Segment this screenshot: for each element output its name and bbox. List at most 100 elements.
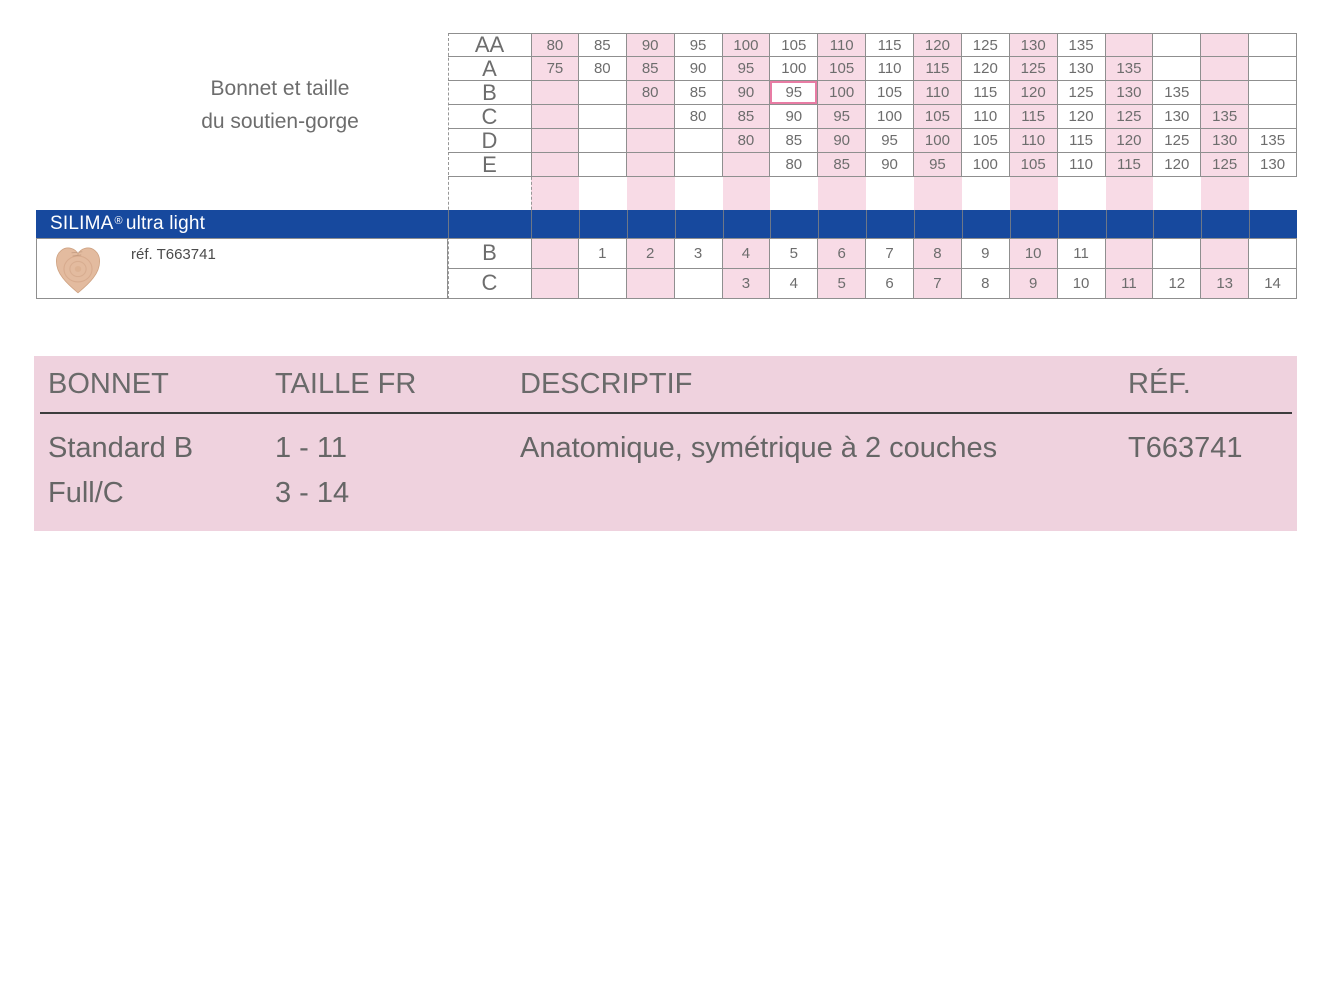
size-cell: 110	[866, 57, 914, 81]
size-row-label: A	[448, 56, 531, 81]
product-size-cell: 4	[722, 238, 771, 269]
product-size-cell	[578, 268, 627, 299]
size-cell: 100	[914, 129, 962, 153]
bluebar-divider	[1105, 210, 1154, 238]
size-cell	[1201, 33, 1250, 57]
size-cell: 105	[818, 57, 867, 81]
size-chart-caption: Bonnet et taille du soutien-gorge	[110, 72, 450, 138]
summary-cell: T663741	[1128, 432, 1243, 464]
size-cell: 85	[818, 153, 867, 177]
bluebar-divider	[866, 210, 914, 238]
dashed-guide-left	[448, 33, 449, 299]
summary-rows-wrap: Standard B 1 - 11 Anatomique, symétrique à…	[34, 426, 1297, 516]
summary-cell: Standard B	[48, 432, 194, 464]
size-cell: 115	[914, 57, 962, 81]
size-cell	[1201, 81, 1250, 105]
stripe-cell	[866, 177, 914, 210]
gap-stripes	[531, 177, 1297, 210]
size-row-label: AA	[448, 32, 531, 57]
size-cell: 95	[770, 81, 819, 105]
product-size-cell	[531, 268, 579, 299]
size-cell: 130	[1201, 129, 1250, 153]
summary-header: RÉF.	[1128, 367, 1191, 400]
product-size-cell: 10	[1057, 268, 1106, 299]
product-size-cell: 7	[914, 268, 962, 299]
size-cell: 80	[531, 33, 579, 57]
product-title-rest: ultra light	[125, 213, 206, 234]
size-cell: 75	[531, 57, 579, 81]
stripe-cell	[1058, 177, 1106, 210]
size-cell: 90	[626, 33, 675, 57]
size-cell: 85	[674, 81, 723, 105]
size-cell: 115	[961, 81, 1010, 105]
size-cell: 95	[722, 57, 771, 81]
size-cell: 105	[1009, 153, 1058, 177]
product-size-cell: 11	[1057, 238, 1106, 269]
bluebar-divider	[1057, 210, 1106, 238]
size-cell	[722, 153, 771, 177]
bluebar-divider	[1153, 210, 1201, 238]
product-size-cell	[674, 268, 723, 299]
product-size-cell: 2	[626, 238, 675, 269]
size-cell: 110	[1057, 153, 1106, 177]
product-size-cell	[1249, 238, 1297, 269]
product-size-cell: 14	[1249, 268, 1297, 299]
size-cell: 130	[1153, 105, 1202, 129]
stripe-cell	[1153, 177, 1201, 210]
size-cell: 120	[961, 57, 1010, 81]
bluebar-divider	[1249, 210, 1297, 238]
stripe-cell	[914, 177, 962, 210]
size-cell: 130	[1105, 81, 1154, 105]
size-cell	[1249, 57, 1297, 81]
stripe-cell	[626, 177, 675, 210]
size-cell: 125	[1201, 153, 1250, 177]
size-cell: 120	[914, 33, 962, 57]
size-cell	[578, 105, 627, 129]
size-cell: 85	[722, 105, 771, 129]
summary-cell: 3 - 14	[275, 477, 350, 509]
product-size-cell	[626, 268, 675, 299]
bluebar-divider	[722, 210, 771, 238]
size-cell	[531, 105, 579, 129]
product-ref-label: réf. T663741	[131, 246, 216, 263]
size-cell: 90	[866, 153, 914, 177]
brand-name: SILIMA	[50, 213, 114, 234]
product-size-cell: 13	[1201, 268, 1250, 299]
product-size-cell	[531, 238, 579, 269]
bluebar-divider	[914, 210, 962, 238]
stripe-cell	[1009, 177, 1058, 210]
size-cell: 80	[722, 129, 771, 153]
product-size-cell: 10	[1009, 238, 1058, 269]
stripe-cell	[770, 177, 818, 210]
product-size-cell: 11	[1105, 268, 1154, 299]
product-size-cell: 4	[770, 268, 819, 299]
size-cell: 135	[1057, 33, 1106, 57]
size-cell: 120	[1105, 129, 1154, 153]
bluebar-divider	[818, 210, 866, 238]
product-size-cell: 6	[818, 238, 867, 269]
size-cell: 120	[1057, 105, 1106, 129]
size-cell	[1201, 57, 1250, 81]
product-size-cell	[1153, 238, 1202, 269]
bluebar-divider	[531, 210, 579, 238]
breast-prosthesis-image	[55, 247, 101, 294]
size-cell	[626, 153, 675, 177]
size-cell	[626, 129, 675, 153]
bluebar-divider	[1201, 210, 1249, 238]
stripe-cell	[675, 177, 723, 210]
summary-header: DESCRIPTIF	[520, 367, 693, 400]
size-cell	[626, 105, 675, 129]
size-table: AA 80 85 90 95 100 105 110 115 120 125 130 135 A 75 80 8…	[448, 32, 1297, 177]
size-row-label: B	[448, 80, 531, 105]
size-cell: 95	[866, 129, 914, 153]
product-title: SILIMA ® ultra light	[50, 213, 206, 234]
product-info-box: réf. T663741	[36, 238, 448, 299]
size-cell: 110	[818, 33, 867, 57]
size-cell: 85	[626, 57, 675, 81]
size-cell: 85	[578, 33, 627, 57]
size-cell: 115	[1057, 129, 1106, 153]
size-cell	[1153, 33, 1202, 57]
product-size-cell: 5	[770, 238, 819, 269]
size-cell	[578, 81, 627, 105]
